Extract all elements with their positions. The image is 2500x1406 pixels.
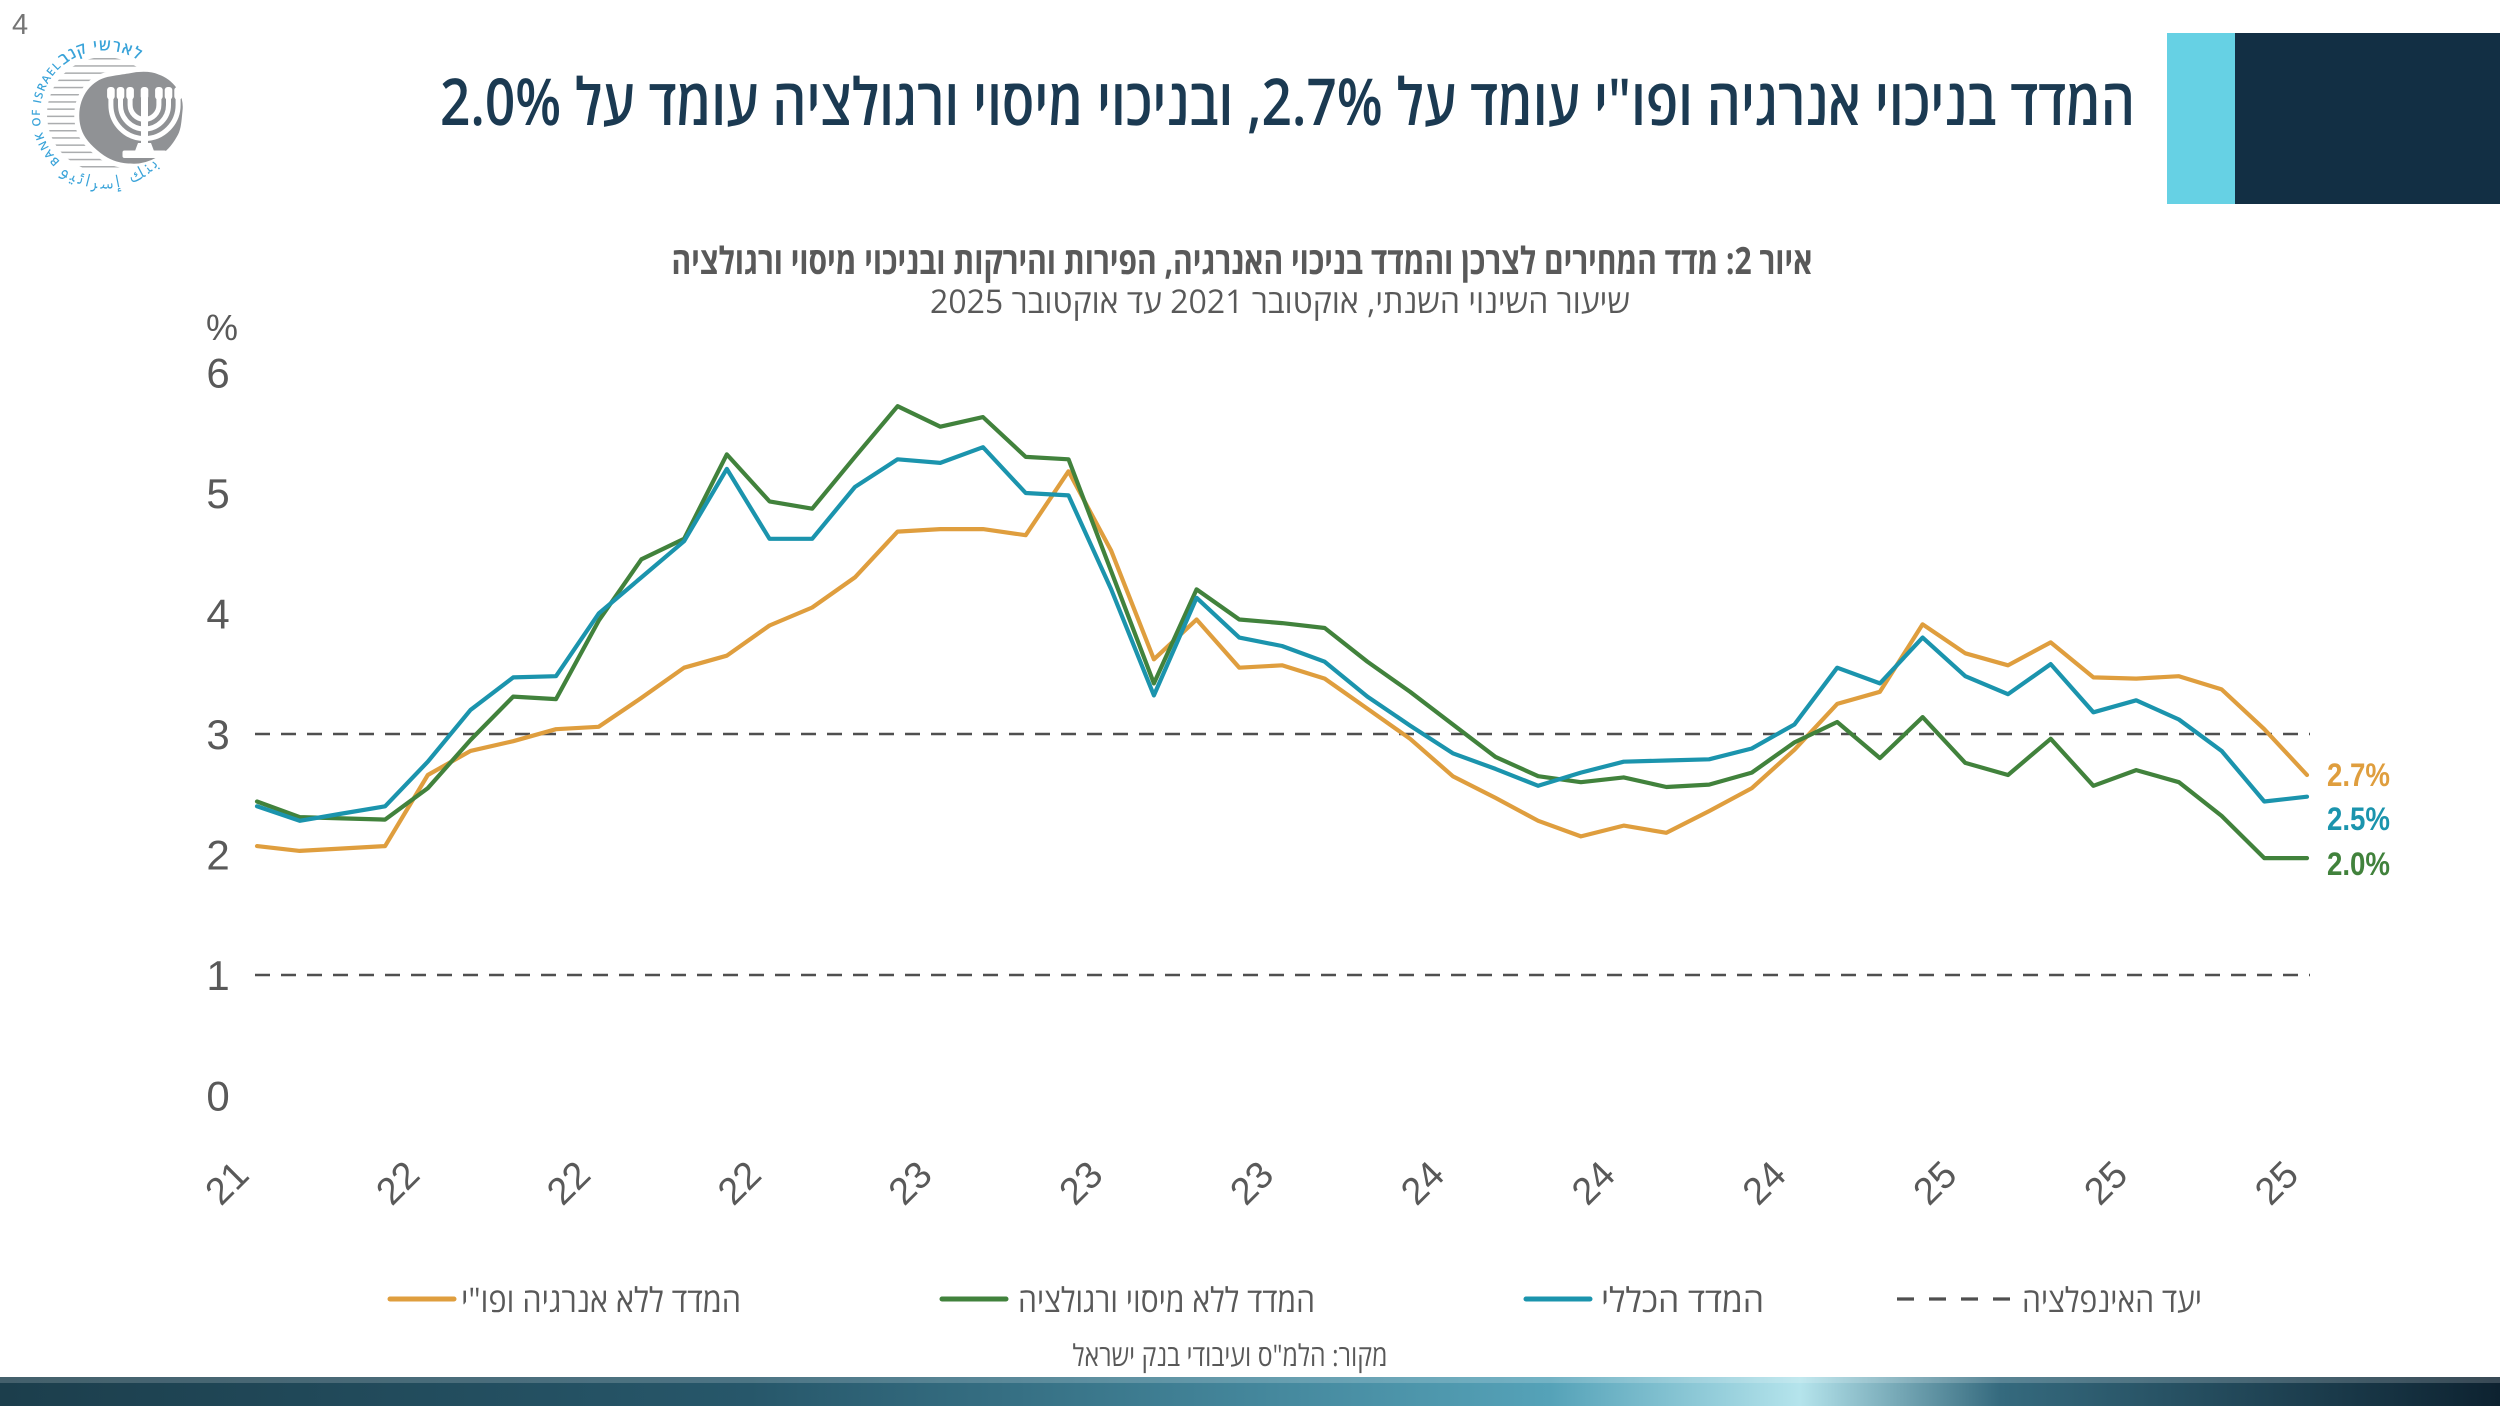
svg-text:2.0%: 2.0% xyxy=(2327,846,2390,882)
svg-text:2.7%: 2.7% xyxy=(2327,757,2390,793)
svg-text:0: 0 xyxy=(206,1073,229,1120)
svg-text:2.5%: 2.5% xyxy=(2327,801,2390,837)
svg-text:6: 6 xyxy=(206,350,229,397)
svg-text:2: 2 xyxy=(206,832,229,879)
svg-text:1: 1 xyxy=(206,952,229,999)
svg-text:4: 4 xyxy=(206,591,229,638)
svg-text:%: % xyxy=(206,307,238,348)
svg-text:3: 3 xyxy=(206,711,229,758)
svg-text:5: 5 xyxy=(206,470,229,517)
svg-text:4: 4 xyxy=(12,9,28,41)
